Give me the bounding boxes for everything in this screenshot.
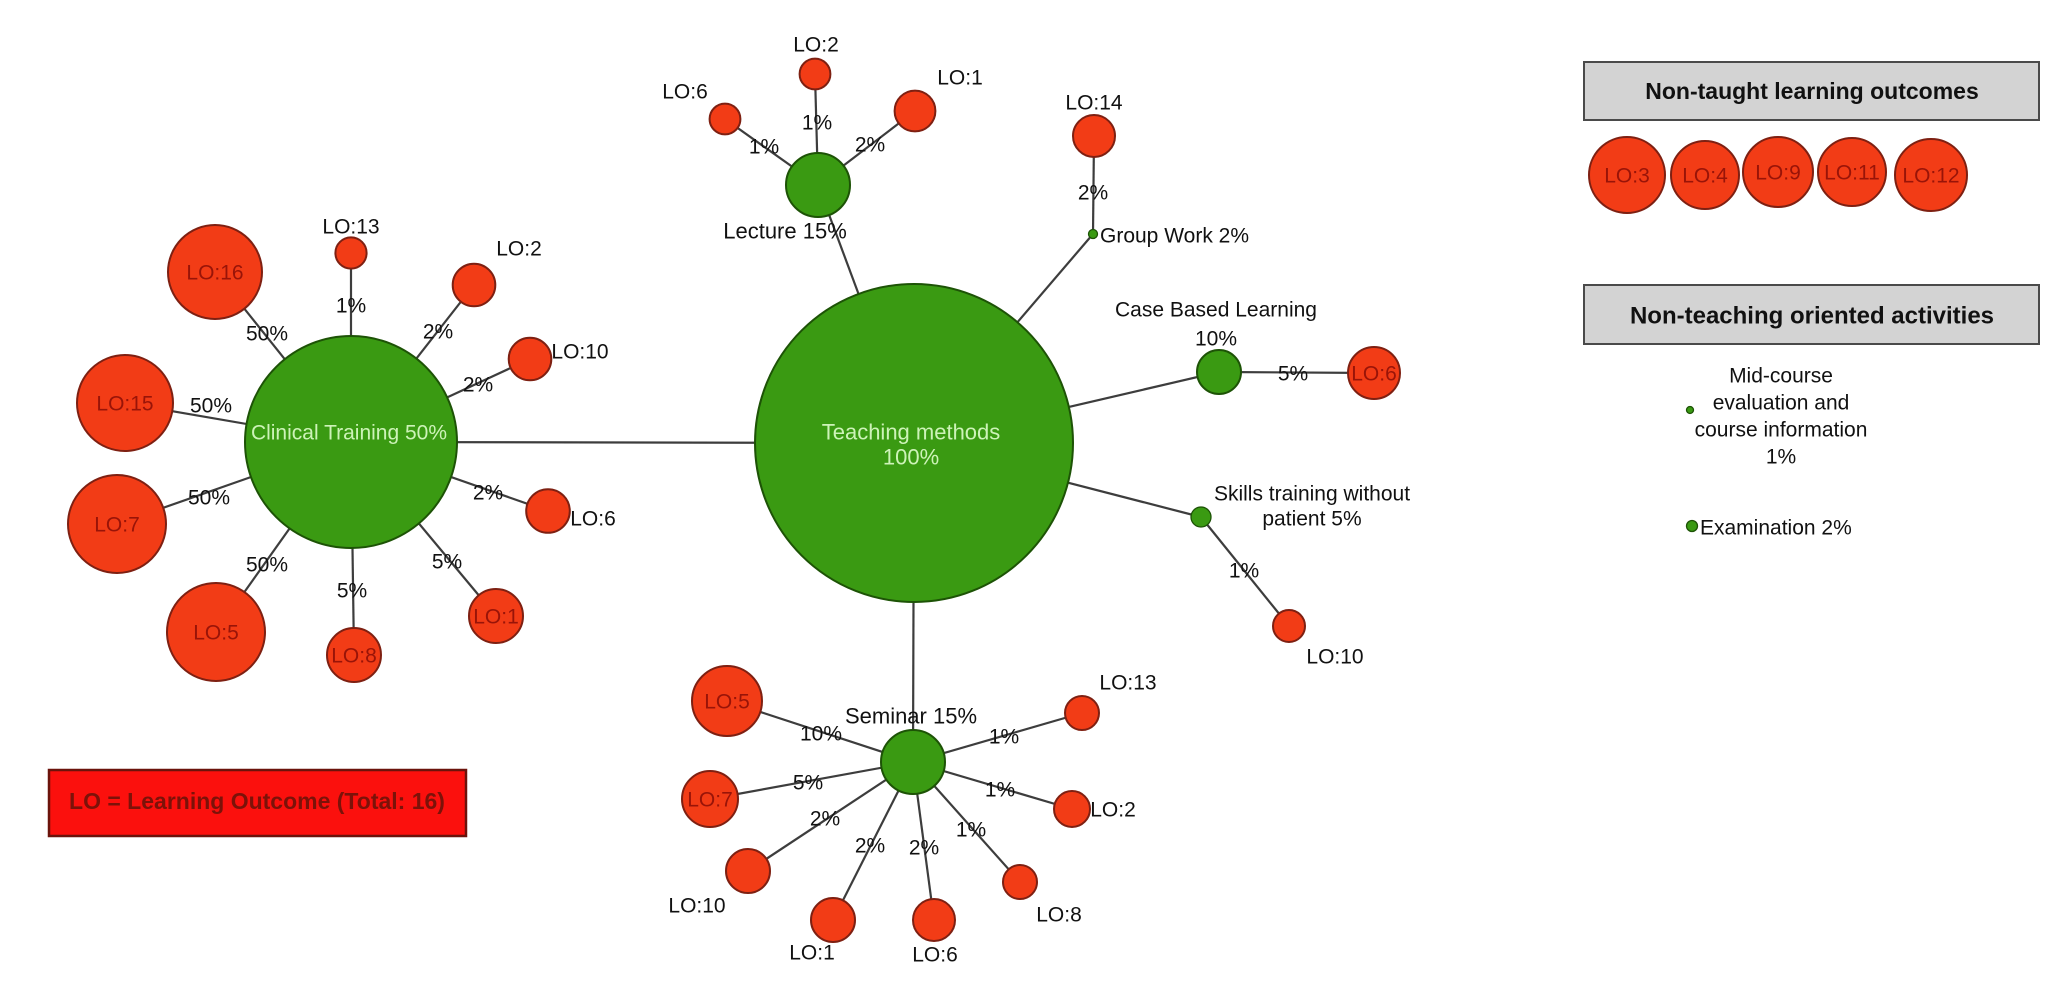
svg-text:LO:10: LO:10 [1306,645,1363,668]
svg-text:Teaching methods: Teaching methods [822,420,1001,445]
svg-text:Examination 2%: Examination 2% [1700,516,1852,539]
svg-text:LO:2: LO:2 [1090,798,1136,821]
svg-text:evaluation and: evaluation and [1713,391,1850,414]
svg-text:2%: 2% [463,373,493,396]
svg-text:1%: 1% [989,725,1019,748]
svg-text:2%: 2% [855,834,885,857]
svg-text:Group Work 2%: Group Work 2% [1100,224,1249,247]
svg-text:5%: 5% [432,550,462,573]
svg-text:LO:1: LO:1 [937,66,983,89]
svg-text:LO = Learning Outcome (Total:: LO = Learning Outcome (Total: 16) [69,788,445,814]
svg-text:LO:1: LO:1 [789,941,835,964]
svg-text:LO:2: LO:2 [496,237,542,260]
svg-text:50%: 50% [190,394,232,417]
svg-text:2%: 2% [810,807,840,830]
svg-text:Clinical Training 50%: Clinical Training 50% [251,421,447,444]
svg-text:LO:6: LO:6 [1351,362,1397,385]
svg-text:1%: 1% [336,294,366,317]
svg-text:5%: 5% [793,771,823,794]
svg-text:5%: 5% [337,579,367,602]
svg-text:LO:7: LO:7 [687,788,733,811]
svg-text:50%: 50% [188,486,230,509]
svg-text:2%: 2% [473,481,503,504]
svg-text:Skills training without: Skills training without [1214,482,1410,505]
svg-text:LO:6: LO:6 [662,80,708,103]
svg-text:LO:15: LO:15 [96,392,153,415]
svg-text:LO:5: LO:5 [704,690,750,713]
svg-text:LO:6: LO:6 [570,507,616,530]
svg-text:LO:5: LO:5 [193,621,239,644]
svg-text:2%: 2% [1078,181,1108,204]
svg-text:1%: 1% [802,111,832,134]
svg-text:1%: 1% [985,778,1015,801]
svg-text:100%: 100% [883,445,939,470]
svg-text:2%: 2% [909,836,939,859]
svg-text:10%: 10% [800,722,842,745]
svg-text:LO:4: LO:4 [1682,164,1728,187]
svg-text:LO:9: LO:9 [1755,161,1801,184]
svg-text:Seminar 15%: Seminar 15% [845,704,977,729]
svg-text:Lecture 15%: Lecture 15% [723,219,847,244]
svg-text:LO:8: LO:8 [331,644,377,667]
svg-text:50%: 50% [246,322,288,345]
svg-text:LO:3: LO:3 [1604,164,1650,187]
svg-text:1%: 1% [1229,559,1259,582]
svg-text:LO:8: LO:8 [1036,903,1082,926]
svg-text:Case Based Learning: Case Based Learning [1115,298,1317,321]
svg-text:Non-taught learning outcomes: Non-taught learning outcomes [1645,78,1979,104]
svg-text:LO:12: LO:12 [1902,164,1959,187]
svg-text:patient 5%: patient 5% [1262,507,1361,530]
svg-text:LO:1: LO:1 [473,605,519,628]
svg-text:course information: course information [1695,418,1868,441]
svg-text:LO:14: LO:14 [1065,91,1123,114]
svg-text:LO:10: LO:10 [668,894,725,917]
svg-text:LO:7: LO:7 [94,513,140,536]
svg-text:1%: 1% [1766,445,1796,468]
svg-text:1%: 1% [956,818,986,841]
svg-text:LO:13: LO:13 [1099,671,1156,694]
svg-text:2%: 2% [423,320,453,343]
svg-text:1%: 1% [749,135,779,158]
svg-text:5%: 5% [1278,362,1308,385]
svg-text:LO:11: LO:11 [1824,161,1880,184]
svg-text:LO:13: LO:13 [322,215,379,238]
svg-text:Non-teaching oriented activiti: Non-teaching oriented activities [1630,302,1994,329]
svg-text:LO:2: LO:2 [793,33,839,56]
svg-text:LO:10: LO:10 [551,340,608,363]
svg-text:2%: 2% [855,133,885,156]
svg-text:10%: 10% [1195,327,1237,350]
svg-text:LO:6: LO:6 [912,943,958,966]
svg-text:Mid-course: Mid-course [1729,364,1833,387]
svg-text:LO:16: LO:16 [186,261,243,284]
svg-text:50%: 50% [246,553,288,576]
